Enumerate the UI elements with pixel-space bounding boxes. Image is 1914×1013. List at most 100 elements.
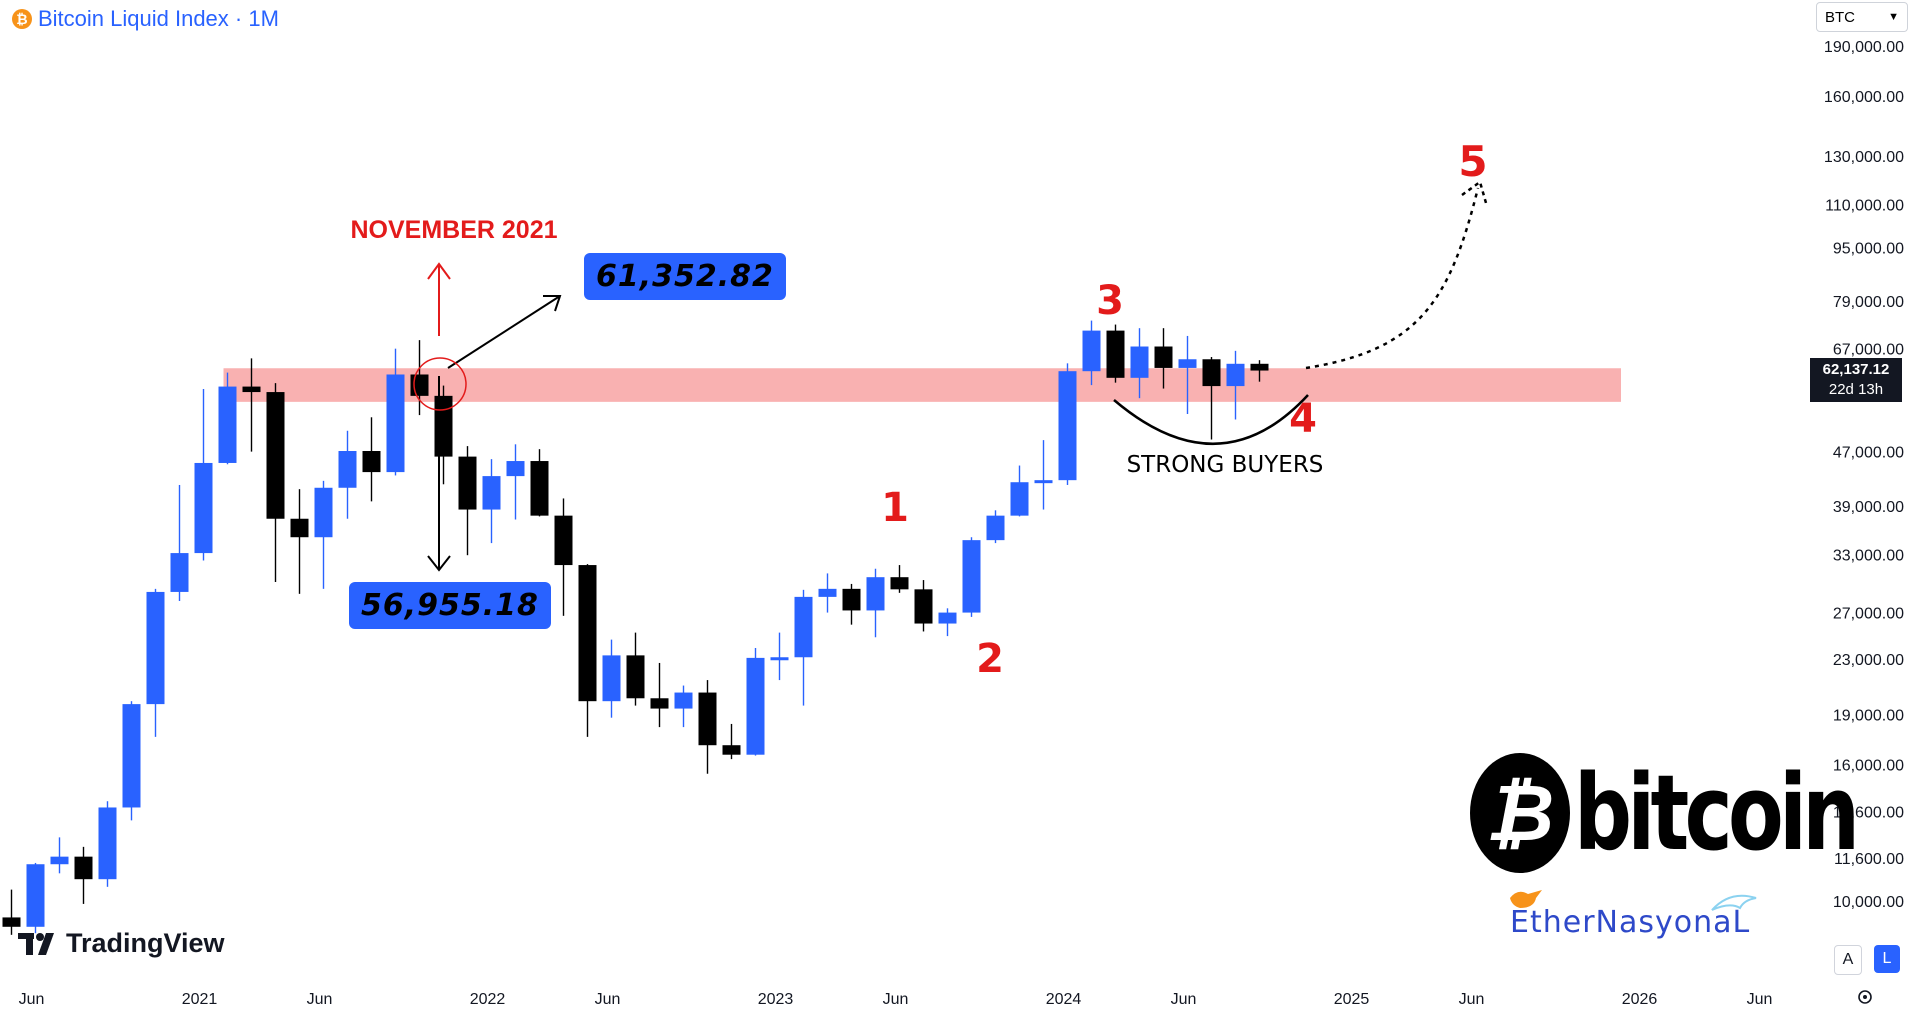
candle-body — [746, 657, 765, 755]
settings-gear-icon[interactable] — [1855, 987, 1875, 1007]
candle-body — [962, 540, 981, 613]
dolphin-icon — [1711, 894, 1757, 911]
candle-body — [674, 692, 693, 709]
price-axis[interactable]: 10,000.00 11,600.00 13,600.00 16,000.00 19,0… — [1824, 39, 1904, 911]
candle-body — [2, 917, 21, 927]
time-tick-label: 2025 — [1334, 991, 1370, 1008]
time-tick-label: 2023 — [758, 991, 794, 1008]
price-tick-label: 19,000.00 — [1833, 708, 1904, 725]
time-tick-label: Jun — [883, 991, 909, 1008]
candle-body — [578, 565, 597, 702]
candle-body — [218, 386, 237, 463]
candle-body — [74, 856, 93, 880]
down-arrow-icon — [427, 376, 451, 572]
countdown-value: 22d 13h — [1828, 381, 1884, 398]
time-tick-label: Jun — [1747, 991, 1773, 1008]
up-arrow-icon — [427, 262, 451, 336]
low-price-box: 56,955.18 — [349, 582, 551, 629]
candle-body — [818, 588, 837, 597]
price-tick-label: 39,000.00 — [1833, 499, 1904, 516]
time-tick-label: 2022 — [470, 991, 506, 1008]
high-price-box: 61,352.82 — [584, 253, 786, 300]
bitcoin-logo: ₿ bitcoin — [1470, 752, 1914, 874]
bitcoin-icon: ₿ — [12, 9, 32, 29]
candle-body — [266, 392, 285, 519]
log-scale-button[interactable]: L — [1874, 945, 1900, 973]
candle-body — [1154, 346, 1173, 368]
candle-body — [434, 395, 453, 457]
candle-body — [170, 553, 189, 592]
bitcoin-coin-icon: ₿ — [1470, 753, 1570, 873]
wave-2-label: 2 — [976, 636, 1004, 682]
candle-body — [122, 704, 141, 808]
price-tick-label: 190,000.00 — [1824, 39, 1904, 56]
candle-body — [50, 856, 69, 865]
candle-body — [482, 476, 501, 510]
time-tick-label: 2021 — [182, 991, 218, 1008]
resistance-zone — [223, 368, 1621, 402]
auto-scale-button[interactable]: A — [1834, 945, 1862, 975]
wave-4-label: 4 — [1289, 396, 1317, 442]
price-tick-label: 27,000.00 — [1833, 606, 1904, 623]
chart-title[interactable]: ₿ Bitcoin Liquid Index · 1M — [12, 6, 279, 32]
ether-nasyonal-logo: EtherNasyonaL — [1510, 905, 1751, 940]
candle-body — [1226, 363, 1245, 387]
candle-body — [914, 589, 933, 624]
price-tick-label: 110,000.00 — [1825, 198, 1904, 215]
candle-body — [146, 591, 165, 705]
candle-body — [602, 655, 621, 702]
candle-body — [362, 451, 381, 473]
tradingview-icon — [18, 932, 54, 955]
high-price-value: 61,352.82 — [596, 259, 774, 294]
candle-body — [530, 461, 549, 516]
symbol-label: Bitcoin Liquid Index · 1M — [38, 6, 279, 31]
time-axis[interactable]: Jun 2021 Jun 2022 Jun 2023 Jun 2024 Jun 2025 Jun 20… — [19, 991, 1773, 1008]
price-tick-label: 130,000.00 — [1824, 149, 1904, 166]
candle-body — [650, 698, 669, 709]
candle-body — [626, 655, 645, 699]
candle-body — [458, 456, 477, 510]
auto-scale-label: A — [1842, 951, 1854, 968]
candle-body — [1058, 371, 1077, 481]
price-tick-label: 23,000.00 — [1833, 652, 1904, 669]
currency-value: BTC — [1825, 8, 1855, 26]
candle-body — [770, 657, 789, 661]
projection-arrow — [1305, 187, 1480, 370]
last-price-badge: 62,137.12 22d 13h — [1810, 358, 1902, 402]
candle-body — [1130, 346, 1149, 378]
bitcoin-wordmark: bitcoin — [1574, 752, 1860, 874]
candle-body — [290, 518, 309, 538]
candle-body — [26, 864, 45, 927]
strong-buyers-label: STRONG BUYERS — [1127, 452, 1324, 478]
diagonal-arrow-icon — [447, 295, 562, 369]
candle-body — [242, 386, 261, 393]
low-price-value: 56,955.18 — [361, 588, 539, 623]
candles-group — [2, 320, 1269, 935]
price-tick-label: 16,000.00 — [1833, 758, 1904, 775]
candle-body — [1250, 363, 1269, 371]
price-tick-label: 95,000.00 — [1833, 240, 1904, 257]
last-price-value: 62,137.12 — [1822, 361, 1890, 378]
currency-select[interactable]: BTC ▼ — [1816, 2, 1908, 32]
candle-body — [722, 745, 741, 755]
time-tick-label: 2024 — [1046, 991, 1082, 1008]
candle-body — [410, 374, 429, 396]
candle-body — [1202, 359, 1221, 387]
price-tick-label: 13,600.00 — [1833, 805, 1904, 822]
candle-body — [98, 807, 117, 880]
candle-body — [194, 462, 213, 554]
candle-body — [1106, 330, 1125, 378]
candle-body — [890, 577, 909, 590]
candle-body — [1010, 482, 1029, 516]
candle-body — [986, 515, 1005, 541]
time-tick-label: Jun — [595, 991, 621, 1008]
candle-body — [698, 692, 717, 746]
strong-buyers-arc — [1113, 394, 1309, 445]
tradingview-logo[interactable]: TradingView — [18, 928, 225, 959]
wave-1-label: 1 — [881, 485, 909, 531]
time-tick-label: Jun — [1171, 991, 1197, 1008]
tradingview-label: TradingView — [66, 928, 225, 958]
candle-body — [506, 461, 525, 477]
price-tick-label: 160,000.00 — [1824, 89, 1904, 106]
